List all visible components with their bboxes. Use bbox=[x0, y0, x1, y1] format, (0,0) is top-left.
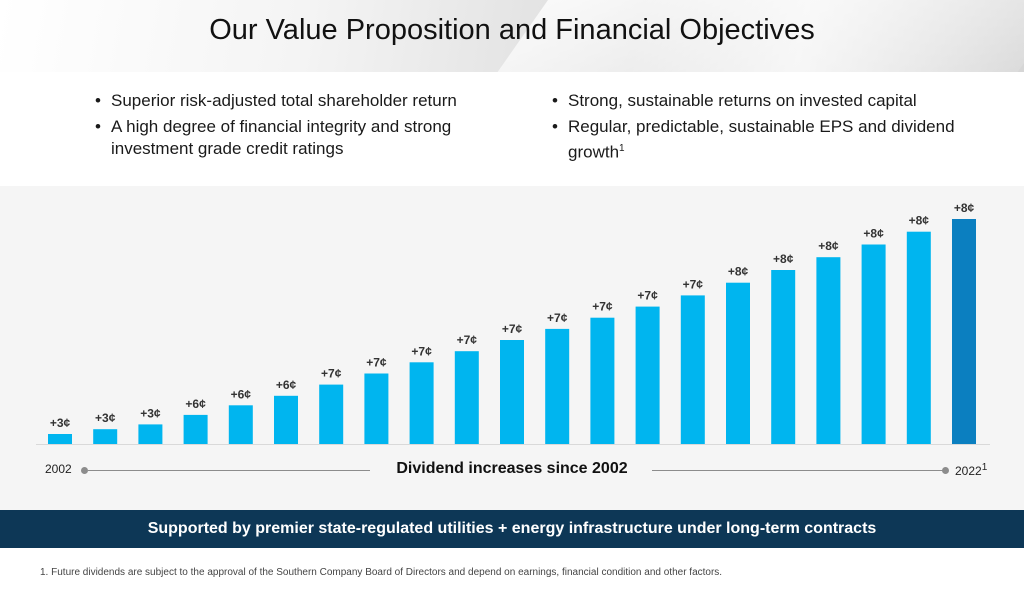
bar-2009 bbox=[364, 373, 389, 444]
data-label-2002: +3¢ bbox=[50, 416, 71, 430]
bar-2007 bbox=[274, 395, 298, 444]
data-label-2015: +7¢ bbox=[637, 289, 658, 303]
dividend-bar-chart: +3¢ +3¢ +3¢ +6¢ +6¢ +6¢ +7¢ +7¢ +7¢ +7¢ +7¢ +7¢ +7¢ +… bbox=[36, 201, 990, 445]
timeline-line-right bbox=[652, 470, 946, 471]
bar-2018 bbox=[771, 270, 796, 444]
header-banner: Our Value Proposition and Financial Obje… bbox=[0, 0, 1024, 72]
data-label-2005: +6¢ bbox=[185, 397, 206, 411]
objectives-left: Superior risk-adjusted total shareholder… bbox=[95, 90, 515, 164]
bar-2003 bbox=[93, 429, 118, 444]
timeline-end-dot bbox=[942, 467, 949, 474]
bar-2013 bbox=[545, 328, 570, 444]
data-label-2009: +7¢ bbox=[366, 356, 387, 370]
bar-2016 bbox=[680, 295, 705, 444]
footnote: 1. Future dividends are subject to the a… bbox=[40, 567, 723, 578]
data-label-2021: +8¢ bbox=[909, 214, 930, 228]
timeline-start-dot bbox=[81, 467, 88, 474]
bar-2020 bbox=[861, 244, 886, 444]
bar-2022 bbox=[952, 219, 976, 444]
footnote-marker: 1 bbox=[619, 143, 625, 154]
bar-2004 bbox=[138, 424, 163, 444]
bar-2002 bbox=[48, 434, 72, 444]
data-label-2022: +8¢ bbox=[954, 201, 975, 215]
bar-2006 bbox=[228, 405, 253, 444]
data-label-2016: +7¢ bbox=[683, 277, 704, 291]
objective-item: Strong, sustainable returns on invested … bbox=[552, 90, 992, 112]
data-label-2007: +6¢ bbox=[276, 378, 297, 392]
data-label-2014: +7¢ bbox=[592, 300, 613, 314]
data-label-2019: +8¢ bbox=[818, 239, 839, 253]
data-label-2020: +8¢ bbox=[863, 227, 884, 241]
bar-2014 bbox=[590, 317, 615, 444]
data-label-2013: +7¢ bbox=[547, 311, 568, 325]
data-label-2006: +6¢ bbox=[231, 387, 252, 401]
bar-2012 bbox=[500, 340, 524, 444]
bar-2021 bbox=[906, 231, 931, 444]
objectives-right: Strong, sustainable returns on invested … bbox=[552, 90, 992, 168]
bar-2008 bbox=[319, 384, 344, 444]
bar-2017 bbox=[726, 282, 750, 444]
data-label-2008: +7¢ bbox=[321, 367, 342, 381]
data-label-2018: +8¢ bbox=[773, 252, 794, 266]
timeline-caption: Dividend increases since 2002 bbox=[396, 460, 628, 477]
objective-item: Superior risk-adjusted total shareholder… bbox=[95, 90, 515, 112]
page-title: Our Value Proposition and Financial Obje… bbox=[209, 14, 815, 46]
timeline-line-left bbox=[88, 470, 370, 471]
bar-2015 bbox=[635, 306, 660, 444]
footnote-marker: 1 bbox=[981, 462, 988, 473]
objective-item: Regular, predictable, sustainable EPS an… bbox=[552, 116, 992, 164]
bar-2010 bbox=[409, 362, 434, 444]
data-label-2011: +7¢ bbox=[457, 333, 478, 347]
bar-2011 bbox=[454, 351, 479, 444]
data-label-2003: +3¢ bbox=[95, 411, 116, 425]
bar-2019 bbox=[816, 257, 841, 444]
data-label-2010: +7¢ bbox=[411, 344, 432, 358]
data-label-2017: +8¢ bbox=[728, 265, 749, 279]
timeline-end-label: 20221 bbox=[955, 462, 988, 478]
data-label-2004: +3¢ bbox=[140, 406, 161, 420]
bar-2005 bbox=[183, 414, 208, 444]
objective-item: A high degree of financial integrity and… bbox=[95, 116, 515, 160]
bottom-banner: Supported by premier state-regulated uti… bbox=[0, 510, 1024, 548]
timeline-start-label: 2002 bbox=[45, 462, 72, 476]
data-label-2012: +7¢ bbox=[502, 322, 523, 336]
